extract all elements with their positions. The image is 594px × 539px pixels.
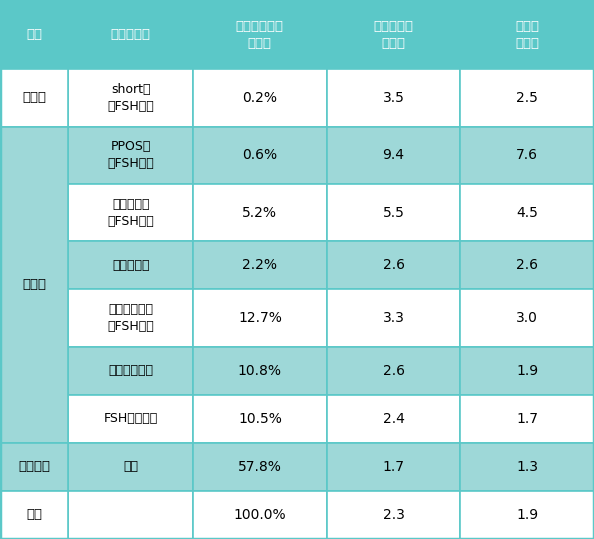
Text: 採卵数
の平均: 採卵数 の平均 (515, 19, 539, 50)
Text: 2.6: 2.6 (383, 364, 405, 378)
Bar (460, 69, 594, 127)
Text: 高刺激: 高刺激 (22, 91, 46, 105)
Text: PPOS法
＋FSH注射: PPOS法 ＋FSH注射 (108, 140, 154, 170)
Text: 2.3: 2.3 (383, 508, 405, 522)
Bar (68, 127, 193, 184)
Bar (68, 443, 193, 491)
Text: 2.4: 2.4 (383, 412, 405, 426)
Text: 1.9: 1.9 (516, 508, 538, 522)
Text: FSH注射のみ: FSH注射のみ (103, 412, 158, 425)
Text: 分類: 分類 (26, 28, 42, 41)
Text: 2.5: 2.5 (516, 91, 538, 105)
Bar (193, 443, 327, 491)
Bar (193, 289, 327, 347)
Bar (460, 395, 594, 443)
Bar (68, 69, 193, 127)
Bar (327, 347, 460, 395)
Text: 自然: 自然 (123, 460, 138, 473)
Bar (460, 241, 594, 289)
Text: 9.4: 9.4 (383, 148, 405, 162)
Bar (193, 184, 327, 241)
Text: 3.3: 3.3 (383, 311, 405, 325)
Text: クロミッド
＋FSH注射: クロミッド ＋FSH注射 (108, 198, 154, 227)
Text: short法
＋FSH注射: short法 ＋FSH注射 (108, 83, 154, 113)
Text: 卵巣刺激法: 卵巣刺激法 (110, 28, 151, 41)
Bar (327, 69, 460, 127)
Text: 低刺激: 低刺激 (22, 278, 46, 291)
Bar (0, 69, 68, 127)
Text: 57.8%: 57.8% (238, 460, 282, 474)
Bar (68, 491, 193, 539)
Text: 1.3: 1.3 (516, 460, 538, 474)
Text: 3.0: 3.0 (516, 311, 538, 325)
Text: 4.5: 4.5 (516, 206, 538, 220)
Text: 5.2%: 5.2% (242, 206, 277, 220)
Bar (68, 289, 193, 347)
Text: 2.2%: 2.2% (242, 258, 277, 272)
Bar (193, 241, 327, 289)
Bar (193, 491, 327, 539)
Text: 5.5: 5.5 (383, 206, 405, 220)
Bar (327, 0, 460, 69)
Text: 0.2%: 0.2% (242, 91, 277, 105)
Bar (327, 241, 460, 289)
Bar (327, 289, 460, 347)
Bar (460, 184, 594, 241)
Bar (68, 395, 193, 443)
Bar (327, 395, 460, 443)
Text: 2.6: 2.6 (383, 258, 405, 272)
Bar (460, 289, 594, 347)
Bar (0, 443, 68, 491)
Bar (460, 347, 594, 395)
Text: 合計: 合計 (26, 508, 42, 521)
Bar (193, 127, 327, 184)
Text: 2.6: 2.6 (516, 258, 538, 272)
Text: 1.7: 1.7 (383, 460, 405, 474)
Bar (327, 491, 460, 539)
Text: 卵巣刺激方法
の割合: 卵巣刺激方法 の割合 (236, 19, 284, 50)
Bar (68, 184, 193, 241)
Text: 1.7: 1.7 (516, 412, 538, 426)
Text: レトロゾール
＋FSH注射: レトロゾール ＋FSH注射 (108, 303, 154, 333)
Bar (460, 127, 594, 184)
Text: 100.0%: 100.0% (233, 508, 286, 522)
Bar (193, 0, 327, 69)
Text: 12.7%: 12.7% (238, 311, 282, 325)
Bar (193, 347, 327, 395)
Bar (68, 347, 193, 395)
Bar (327, 184, 460, 241)
Bar (327, 443, 460, 491)
Text: 0.6%: 0.6% (242, 148, 277, 162)
Text: 7.6: 7.6 (516, 148, 538, 162)
Text: レトロゾール: レトロゾール (108, 364, 153, 377)
Text: 3.5: 3.5 (383, 91, 405, 105)
Text: 発育卵胞数
の平均: 発育卵胞数 の平均 (374, 19, 413, 50)
Bar (68, 241, 193, 289)
Text: 10.8%: 10.8% (238, 364, 282, 378)
Bar (193, 395, 327, 443)
Bar (0, 0, 68, 69)
Bar (460, 443, 594, 491)
Bar (68, 0, 193, 69)
Bar (460, 491, 594, 539)
Text: 刺激なし: 刺激なし (18, 460, 50, 473)
Text: クロミッド: クロミッド (112, 259, 150, 272)
Bar (460, 0, 594, 69)
Bar (327, 127, 460, 184)
Bar (0, 127, 68, 443)
Text: 10.5%: 10.5% (238, 412, 282, 426)
Bar (0, 491, 68, 539)
Bar (193, 69, 327, 127)
Text: 1.9: 1.9 (516, 364, 538, 378)
